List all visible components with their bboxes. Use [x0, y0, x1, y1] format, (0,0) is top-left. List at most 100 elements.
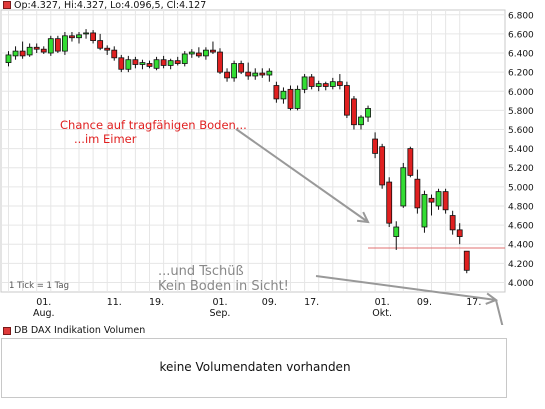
candle-body — [174, 60, 181, 64]
candle-body — [386, 181, 393, 224]
candle-body — [217, 51, 223, 73]
candle-body — [301, 76, 308, 90]
candle-body — [259, 72, 266, 76]
y-tick-label: 6.400 — [508, 50, 534, 60]
candle-body — [224, 71, 230, 79]
price-chart: 6.800 6.600 6.400 6.200 6.000 5.800 5.600 5.400… — [0, 9, 534, 325]
candle-body — [407, 148, 414, 176]
y-tick-label: 4.800 — [508, 202, 534, 212]
candle-body — [358, 116, 364, 126]
x-tick-label: 19. — [149, 297, 164, 308]
candle-body — [238, 63, 245, 73]
volume-panel: keine Volumendaten vorhanden — [1, 338, 507, 398]
candle-body — [266, 70, 273, 76]
volume-empty-message: keine Volumendaten vorhanden — [159, 360, 351, 374]
candle-body — [280, 90, 287, 100]
y-tick-label: 4.200 — [508, 260, 534, 270]
candle-body — [273, 85, 280, 100]
x-tick-label: 09. — [262, 297, 277, 308]
candle-body — [343, 85, 350, 116]
candle-body — [351, 98, 357, 126]
y-tick-label: 6.600 — [508, 30, 534, 40]
candle-body — [132, 59, 139, 65]
candle-body — [181, 53, 188, 64]
candle-body — [315, 83, 322, 87]
candle-body — [245, 71, 252, 77]
candle-body — [365, 108, 371, 118]
y-tick-label: 6.200 — [508, 69, 534, 79]
candle-body — [12, 50, 19, 57]
arrow-to-bottom — [315, 275, 497, 301]
y-tick-label: 4.600 — [508, 222, 534, 232]
candle-body — [47, 38, 54, 54]
x-tick-label: 11. — [107, 297, 122, 308]
y-tick-label: 4.400 — [508, 241, 534, 251]
candle-body — [118, 57, 125, 70]
y-tick-label: 5.200 — [508, 164, 534, 174]
candle-body — [308, 76, 315, 87]
candle-body — [188, 51, 195, 55]
y-tick-label: 5.000 — [508, 183, 534, 193]
candle-body — [435, 191, 442, 207]
candle-body — [90, 32, 96, 41]
candle-body — [393, 226, 400, 237]
tick-info-label: 1 Tick = 1 Tag — [9, 281, 69, 291]
volume-title: DB DAX Indikation Volumen — [14, 325, 146, 336]
candle-body — [40, 48, 47, 53]
x-tick-label: 17. — [304, 297, 319, 308]
arrow-to-support — [235, 128, 369, 223]
candle-body — [160, 59, 167, 66]
candle-body — [231, 63, 238, 79]
candle-body — [19, 50, 26, 57]
x-tick-label: 01. — [375, 297, 390, 308]
candle-body — [54, 38, 61, 52]
candle-body — [69, 35, 75, 39]
candle-body — [252, 72, 259, 77]
candle-body — [167, 60, 174, 66]
candle-body — [111, 49, 118, 59]
x-tick-label: 17. — [466, 297, 481, 308]
candle-body — [62, 35, 68, 52]
y-tick-label: 5.400 — [508, 145, 534, 155]
candle-body — [379, 146, 386, 186]
x-tick-month: Okt. — [372, 308, 392, 319]
candle-body — [449, 215, 456, 231]
annotation-tschuess-line2: Kein Boden in Sicht! — [158, 279, 289, 294]
x-tick-label: 01. — [212, 297, 227, 308]
candle-body — [322, 83, 329, 87]
x-tick-month: Aug. — [33, 308, 55, 319]
candle-body — [372, 138, 379, 154]
annotation-tschuess-line1: ...und Tschüß — [158, 264, 244, 279]
candle-body — [97, 40, 104, 49]
volume-legend-swatch — [3, 327, 11, 335]
candle-body — [400, 167, 407, 207]
candle-body — [202, 49, 209, 57]
y-tick-label: 4.000 — [508, 279, 534, 289]
candle-body — [210, 49, 216, 53]
candle-body — [83, 32, 89, 35]
candle-body — [125, 59, 132, 70]
candle-body — [414, 178, 421, 209]
y-tick-label: 6.000 — [508, 88, 534, 98]
candle-body — [463, 250, 470, 271]
candle-body — [442, 191, 449, 211]
candle-body — [336, 81, 343, 86]
candle-body — [76, 34, 82, 39]
candle-body — [104, 47, 111, 51]
annotation-chance-line1: Chance auf tragfähigen Boden... — [60, 118, 247, 132]
x-tick-month: Sep. — [210, 308, 231, 319]
candle-body — [5, 54, 12, 63]
y-tick-label: 5.600 — [508, 126, 534, 136]
candle-body — [26, 46, 33, 56]
candle-body — [456, 229, 463, 237]
candle-body — [421, 194, 428, 228]
y-tick-label: 6.800 — [508, 11, 534, 21]
candle-body — [287, 88, 294, 109]
candle-body — [294, 88, 301, 109]
candle-body — [139, 62, 146, 65]
candle-body — [329, 81, 336, 87]
x-tick-label: 01. — [36, 297, 51, 308]
y-tick-label: 5.800 — [508, 107, 534, 117]
annotation-chance-line2: ...im Eimer — [74, 132, 137, 146]
candle-body — [428, 197, 435, 203]
